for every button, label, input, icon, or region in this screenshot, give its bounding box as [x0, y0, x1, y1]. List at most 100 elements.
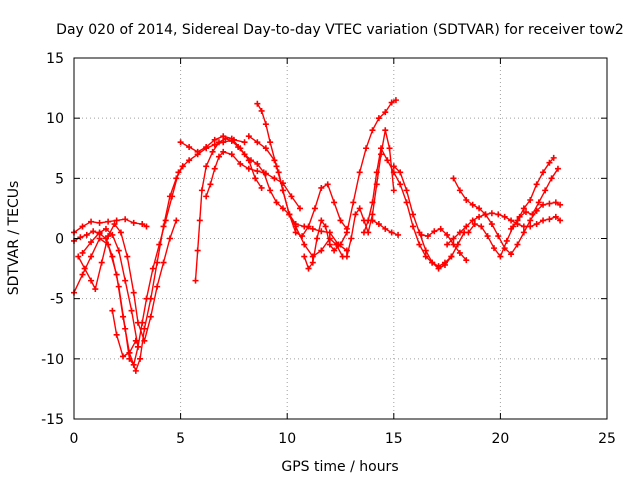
y-tick-label: 15: [46, 51, 64, 67]
data-point: [301, 223, 308, 230]
data-point: [422, 247, 429, 254]
data-point: [397, 169, 404, 176]
x-tick-label: 20: [491, 431, 509, 447]
data-point: [132, 337, 139, 344]
data-point: [441, 261, 448, 268]
data-point: [484, 233, 491, 240]
data-point: [324, 181, 331, 188]
data-point: [207, 181, 214, 188]
data-point: [113, 271, 120, 278]
data-point: [262, 121, 269, 128]
data-point: [456, 229, 463, 236]
data-point: [215, 153, 222, 160]
data-point: [105, 233, 112, 240]
series-track-6: [109, 307, 139, 360]
data-point: [424, 233, 431, 240]
data-point: [88, 253, 95, 260]
series-line: [393, 165, 465, 270]
data-point: [75, 253, 82, 260]
data-point: [98, 259, 105, 266]
data-point: [311, 205, 318, 212]
series-track-3: [71, 136, 248, 374]
data-point: [352, 211, 359, 218]
series-track-17: [418, 225, 470, 264]
data-point: [222, 135, 229, 142]
data-point: [318, 247, 325, 254]
data-point: [318, 217, 325, 224]
data-point: [228, 151, 235, 158]
data-point: [271, 175, 278, 182]
data-point: [403, 187, 410, 194]
series-track-11: [245, 133, 350, 254]
data-point: [88, 277, 95, 284]
y-tick-label: -15: [41, 412, 64, 428]
data-point: [416, 241, 423, 248]
data-point: [132, 367, 139, 374]
series-line: [256, 103, 348, 237]
data-point: [120, 353, 127, 360]
data-point: [122, 277, 129, 284]
data-point: [369, 199, 376, 206]
data-point: [348, 235, 355, 242]
data-point: [540, 217, 547, 224]
data-point: [540, 169, 547, 176]
data-point: [286, 211, 293, 218]
series-line: [73, 139, 245, 372]
data-point: [495, 211, 502, 218]
series-line: [467, 168, 559, 258]
data-point: [292, 221, 299, 228]
data-point: [267, 187, 274, 194]
data-point: [166, 235, 173, 242]
data-point: [96, 235, 103, 242]
data-point: [113, 217, 120, 224]
data-point: [392, 97, 399, 104]
data-series: [71, 97, 564, 374]
data-point: [254, 168, 261, 175]
data-point: [96, 219, 103, 226]
data-point: [501, 213, 508, 220]
data-point: [154, 259, 161, 266]
data-point: [378, 151, 385, 158]
y-tick-label: -10: [41, 352, 64, 368]
data-point: [514, 241, 521, 248]
data-point: [435, 265, 442, 272]
data-point: [514, 217, 521, 224]
series-line: [510, 157, 555, 230]
y-axis-label: SDTVAR / TECUs: [6, 181, 22, 296]
data-point: [318, 184, 325, 191]
data-point: [271, 157, 278, 164]
data-point: [296, 205, 303, 212]
x-tick-label: 10: [278, 431, 296, 447]
data-point: [456, 187, 463, 194]
series-track-15: [369, 217, 402, 238]
data-point: [382, 109, 389, 116]
data-point: [322, 223, 329, 230]
data-point: [109, 231, 116, 238]
data-point: [147, 313, 154, 320]
data-point: [147, 295, 154, 302]
x-tick-label: 15: [385, 431, 403, 447]
data-point: [241, 151, 248, 158]
y-tick-label: -5: [50, 292, 64, 308]
data-point: [450, 241, 457, 248]
data-point: [378, 145, 385, 152]
data-point: [360, 229, 367, 236]
x-tick-label: 0: [70, 431, 79, 447]
data-point: [113, 331, 120, 338]
data-point: [245, 133, 252, 140]
data-point: [117, 229, 124, 236]
data-point: [431, 228, 438, 235]
data-point: [237, 160, 244, 167]
data-point: [79, 223, 86, 230]
data-point: [552, 199, 559, 206]
data-point: [409, 223, 416, 230]
series-track-8: [192, 135, 346, 284]
data-point: [177, 139, 184, 146]
data-point: [179, 163, 186, 170]
series-track-18: [450, 175, 564, 258]
data-point: [130, 219, 137, 226]
data-point: [154, 283, 161, 290]
data-point: [130, 289, 137, 296]
data-point: [546, 159, 553, 166]
data-point: [305, 265, 312, 272]
